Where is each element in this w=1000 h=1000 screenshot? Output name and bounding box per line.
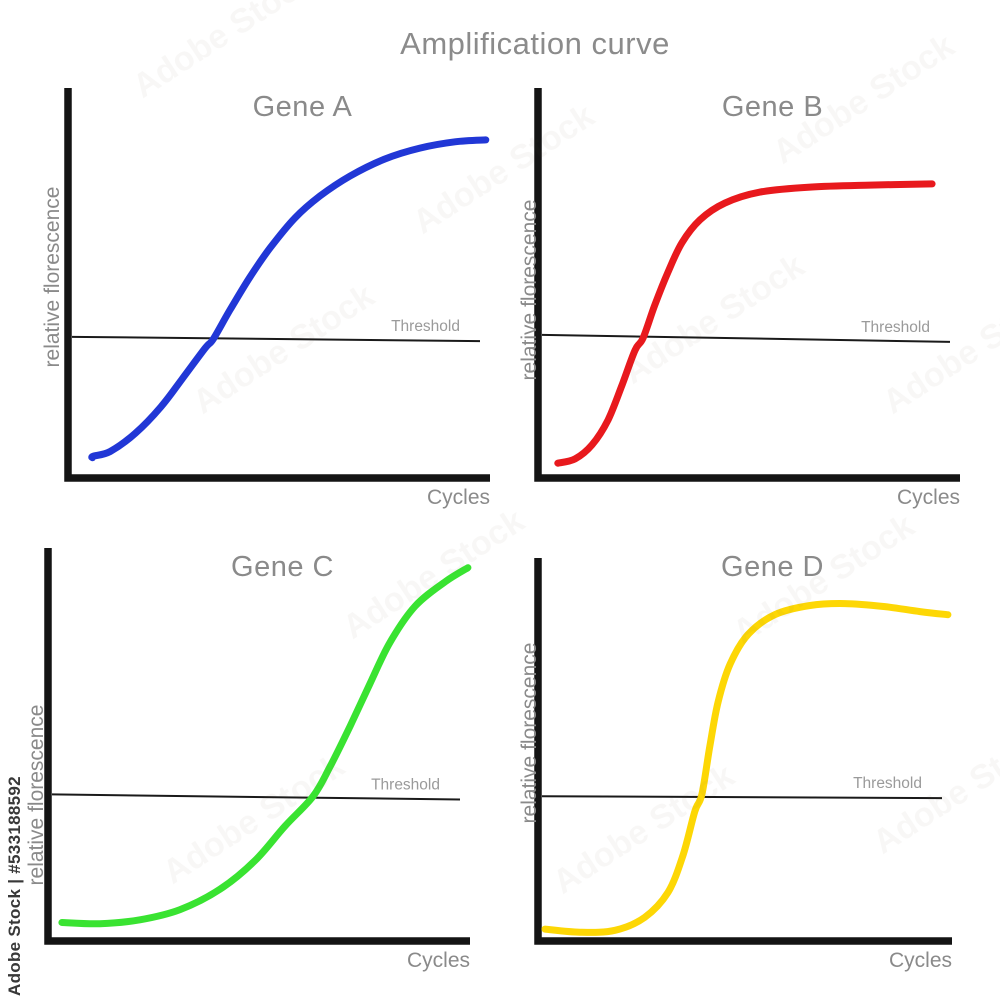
x-axis-label: Cycles: [426, 486, 490, 509]
gene-b-plot: Threshold: [534, 88, 960, 482]
gene-c-curve: [58, 564, 472, 928]
y-axis-label: relative florescence: [518, 642, 541, 824]
x-axis-label: Cycles: [888, 949, 952, 972]
gene-b-curve: [554, 180, 936, 467]
gene-c-threshold-line: [51, 793, 461, 801]
gene-a-title: Gene A: [252, 91, 353, 123]
stock-watermark-text: Adobe Stock | #533188592: [5, 776, 24, 996]
gene-d-threshold-line: [541, 795, 943, 800]
gene-b-threshold-label: Threshold: [861, 319, 930, 336]
gene-a-curve: [88, 136, 490, 462]
gene-d-curve: [541, 600, 952, 936]
gene-b-title: Gene B: [721, 91, 824, 123]
gene-d-title: Gene D: [721, 551, 824, 583]
gene-c-plot: Threshold: [44, 548, 472, 945]
gene-b-panel: Threshold Gene B relative florescence Cy…: [510, 85, 975, 515]
x-axis-label: Cycles: [896, 486, 960, 509]
gene-b-axes: [534, 88, 960, 482]
gene-d-axes: [534, 558, 952, 945]
gene-a-plot: Threshold: [64, 88, 490, 482]
figure-title: Amplification curve: [400, 26, 670, 61]
y-axis-label: relative florescence: [25, 704, 48, 886]
gene-a-axes: [64, 88, 490, 482]
y-axis-label: relative florescence: [41, 186, 64, 368]
gene-b-threshold-line: [541, 333, 951, 343]
gene-c-panel: Threshold Gene C relative florescence Cy…: [20, 545, 485, 975]
gene-c-axes: [44, 548, 470, 945]
gene-d-plot: Threshold: [534, 558, 952, 945]
gene-c-threshold-label: Threshold: [371, 777, 440, 794]
y-axis-label: relative florescence: [518, 199, 541, 381]
gene-d-panel: Threshold Gene D relative florescence Cy…: [510, 545, 975, 975]
gene-a-panel: Threshold Gene A relative florescence Cy…: [40, 85, 505, 515]
gene-a-threshold-line: [71, 335, 481, 343]
gene-c-title: Gene C: [231, 551, 334, 583]
gene-d-threshold-label: Threshold: [853, 775, 922, 792]
x-axis-label: Cycles: [406, 949, 470, 972]
gene-a-threshold-label: Threshold: [391, 318, 460, 335]
